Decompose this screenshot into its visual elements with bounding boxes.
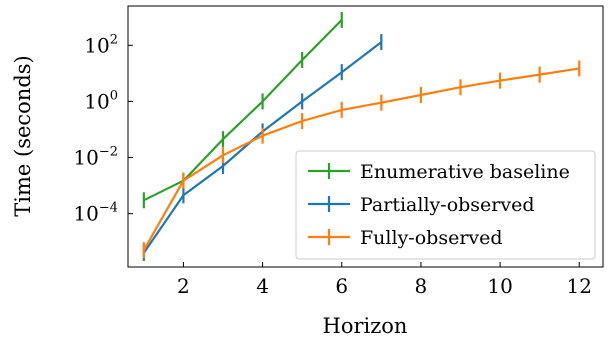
x-tick-label: 10 <box>487 274 512 298</box>
series-layer <box>142 11 581 261</box>
plot-frame <box>127 5 604 268</box>
x-tick-label: 6 <box>335 274 348 298</box>
x-axis-title: Horizon <box>323 314 408 338</box>
y-tick-label: 10−2 <box>73 145 118 170</box>
x-tick-label: 2 <box>177 274 190 298</box>
y-tick-label: 102 <box>84 32 118 57</box>
y-axis-ticks: 102 100 10−2 10−4 <box>73 32 133 226</box>
series-line <box>143 19 343 202</box>
x-tick-label: 4 <box>256 274 269 298</box>
x-tick-label: 8 <box>415 274 428 298</box>
y-axis-title: Time (seconds) <box>11 55 35 216</box>
legend-box <box>295 150 596 260</box>
legend-entry-label: Fully-observed <box>360 227 503 249</box>
legend-entry-label: Partially-observed <box>360 194 535 216</box>
x-axis-ticks: 2 4 6 8 10 12 <box>177 262 592 298</box>
x-tick-label: 12 <box>567 274 592 298</box>
y-tick-label: 100 <box>84 88 118 113</box>
y-tick-label: 10−4 <box>73 201 118 226</box>
legend: Enumerative baseline Partially-observed Fu… <box>295 150 596 260</box>
series-line <box>142 67 580 251</box>
legend-entry-label: Enumerative baseline <box>360 161 570 183</box>
